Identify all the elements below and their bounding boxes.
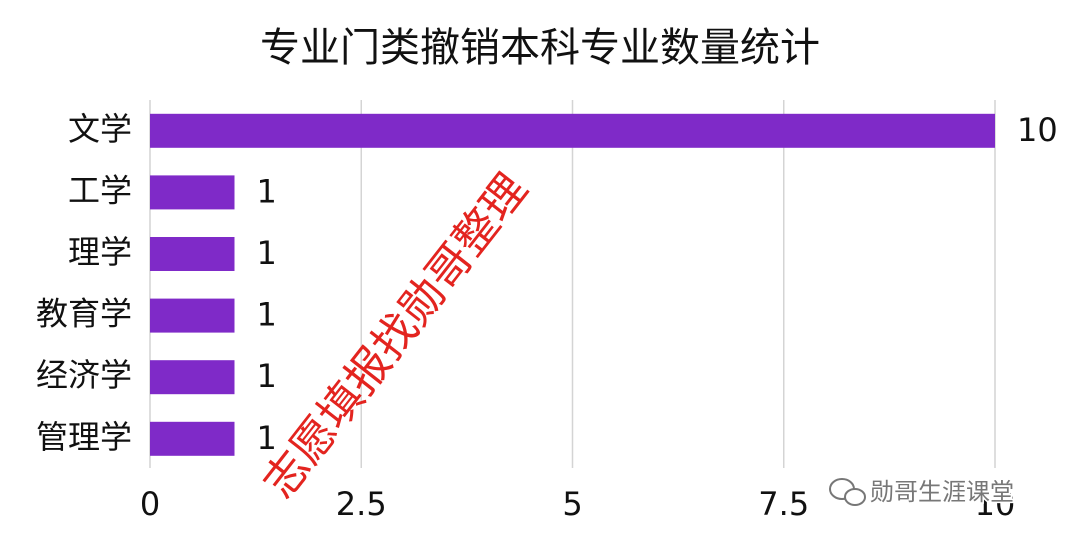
value-label: 1 [257, 419, 277, 457]
y-tick-label: 文学 [68, 110, 132, 148]
y-tick-label: 理学 [68, 233, 132, 271]
y-tick-label: 管理学 [36, 418, 132, 456]
y-tick-label: 工学 [68, 171, 132, 209]
wechat-icon [829, 478, 866, 506]
source-label: 勋哥生涯课堂 [870, 478, 1014, 506]
value-label: 1 [257, 172, 277, 210]
bar [150, 298, 235, 333]
value-label: 10 [1017, 111, 1058, 149]
chart-title: 专业门类撤销本科专业数量统计 [260, 25, 820, 71]
x-tick-label: 5 [562, 485, 582, 523]
icon-bubble [844, 488, 866, 506]
y-tick-label: 经济学 [36, 356, 132, 394]
value-label: 1 [257, 357, 277, 395]
x-tick-label: 7.5 [758, 485, 809, 523]
value-label: 1 [257, 234, 277, 272]
bar [150, 113, 995, 148]
x-tick-label: 10 [975, 485, 1016, 523]
x-tick-label: 2.5 [336, 485, 387, 523]
x-tick-label: 0 [140, 485, 160, 523]
bar [150, 237, 235, 271]
bar [150, 360, 235, 395]
y-tick-label: 教育学 [36, 295, 132, 333]
bar [150, 421, 235, 456]
bar [150, 175, 235, 210]
value-label: 1 [257, 296, 277, 334]
